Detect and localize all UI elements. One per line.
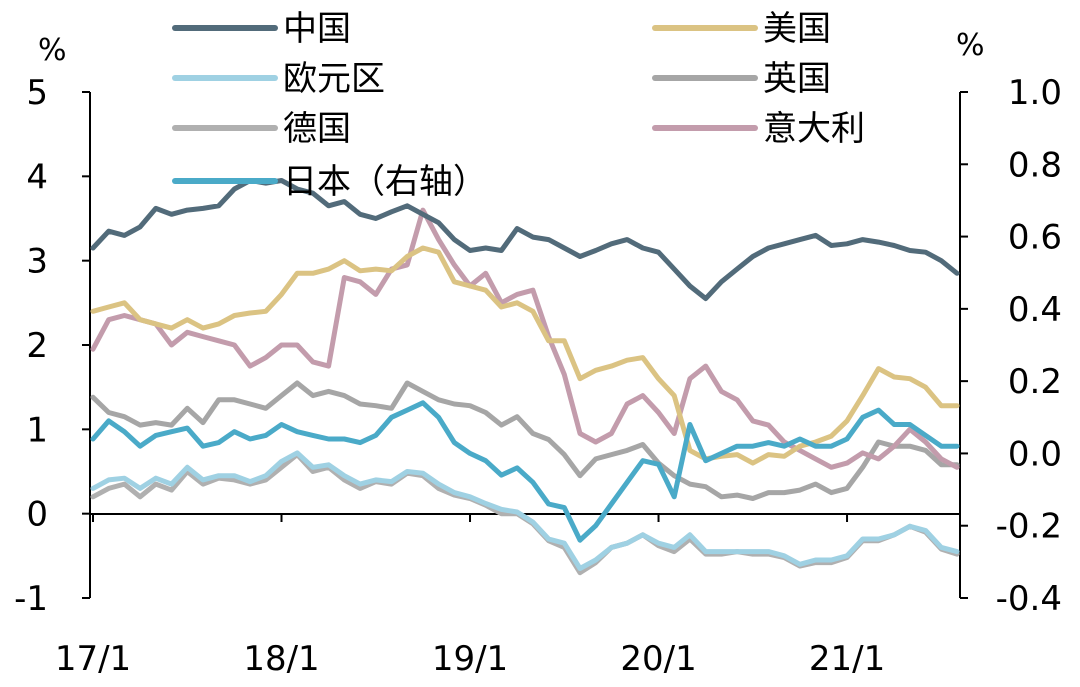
series-line-美国 — [90, 245, 960, 466]
right-tick-label: 1.0 — [1008, 73, 1062, 113]
left-tick-label: 2 — [26, 326, 48, 366]
series-line-意大利 — [90, 207, 960, 470]
legend-label: 欧元区 — [283, 59, 385, 99]
series-line-中国 — [90, 178, 960, 302]
right-tick-label: 0.4 — [1008, 290, 1062, 330]
x-tick-label: 20/1 — [620, 639, 696, 679]
legend-label: 英国 — [763, 59, 831, 99]
x-tick-label: 18/1 — [243, 639, 319, 679]
right-axis-unit: % — [956, 28, 985, 63]
left-axis-unit: % — [38, 33, 67, 68]
x-axis-ticks: 17/1 18/1 19/1 20/1 21/1 — [55, 514, 885, 679]
series-lines — [90, 178, 960, 576]
legend-label: 中国 — [283, 9, 351, 49]
series-line-欧元区 — [90, 450, 960, 571]
x-tick-label: 17/1 — [55, 639, 131, 679]
left-tick-label: 0 — [26, 495, 48, 535]
right-axis-ticks: -0.4 -0.2 0.0 0.2 0.4 0.6 0.8 1.0 — [960, 73, 1062, 619]
left-tick-label: 1 — [26, 410, 48, 450]
right-tick-label: -0.2 — [996, 507, 1062, 547]
legend-label: 德国 — [283, 109, 351, 149]
left-axis-ticks: -1 0 1 2 3 4 5 — [14, 73, 90, 619]
legend-label: 美国 — [763, 9, 831, 49]
left-tick-label: 3 — [26, 242, 48, 282]
right-tick-label: 0.2 — [1008, 362, 1062, 402]
series-line-英国 — [90, 380, 960, 501]
left-tick-label: 4 — [26, 157, 48, 197]
right-tick-label: 0.6 — [1008, 218, 1062, 258]
left-tick-label: 5 — [26, 73, 48, 113]
x-tick-label: 21/1 — [809, 639, 885, 679]
left-tick-label: -1 — [14, 579, 48, 619]
legend-label: 意大利 — [763, 109, 865, 149]
series-line-日本（右轴） — [90, 400, 960, 543]
x-tick-label: 19/1 — [432, 639, 508, 679]
right-tick-label: -0.4 — [996, 579, 1062, 619]
right-tick-label: 0.8 — [1008, 145, 1062, 185]
right-tick-label: 0.0 — [1008, 434, 1062, 474]
legend-label: 日本（右轴） — [283, 162, 487, 202]
